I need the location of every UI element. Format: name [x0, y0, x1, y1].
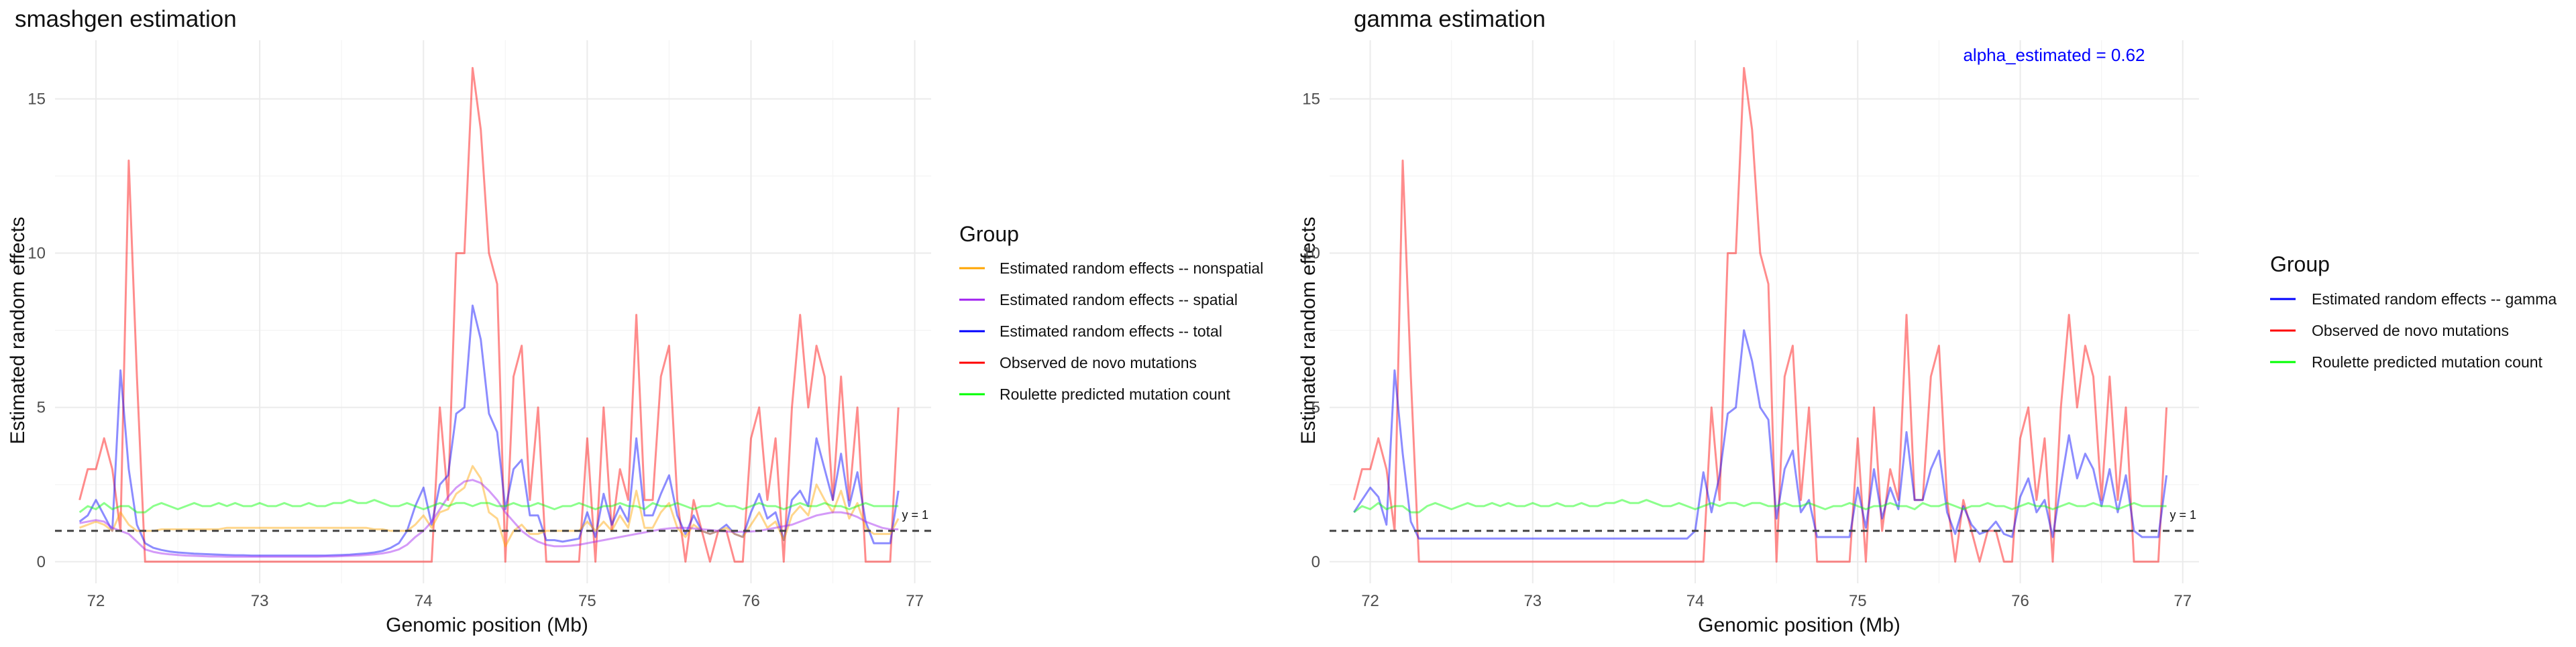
x-tick-label: 75	[578, 592, 596, 610]
x-tick-label: 76	[2011, 592, 2029, 610]
y-axis-title: Estimated random effects	[1297, 217, 1320, 445]
y-tick-label: 15	[28, 90, 46, 108]
series-line-roulette-predicted-mutation-count	[1353, 499, 2167, 514]
series-group	[78, 66, 900, 563]
legend-label-observed: Observed de novo mutations	[1000, 354, 1197, 371]
series-line-estimated-random-effects-gamma	[1353, 329, 2168, 540]
reference-line-label: y = 1	[2169, 508, 2196, 522]
chart-title: smashgen estimation	[15, 6, 237, 32]
y-tick-label: 0	[37, 553, 46, 571]
legend-label-gamma: Estimated random effects -- gamma	[2312, 290, 2557, 308]
x-tick-label: 75	[1849, 592, 1867, 610]
x-tick-label: 72	[87, 592, 105, 610]
legend-label-total: Estimated random effects -- total	[1000, 322, 1222, 340]
y-tick-label: 10	[28, 245, 46, 263]
grid	[1330, 40, 2199, 583]
y-tick-label: 15	[1302, 90, 1320, 108]
series-line-estimated-random-effects-total	[78, 304, 900, 557]
legend-label-nonspatial: Estimated random effects -- nonspatial	[1000, 259, 1263, 277]
x-tick-label: 74	[415, 592, 433, 610]
y-tick-label: 5	[1311, 399, 1320, 417]
series-group	[1352, 66, 2168, 563]
series-line-roulette-predicted-mutation-count	[78, 499, 899, 514]
legend-label-roulette: Roulette predicted mutation count	[1000, 386, 1231, 403]
x-tick-label: 77	[906, 592, 924, 610]
legend: Group Estimated random effects -- gamma …	[2270, 252, 2557, 371]
chart-title: gamma estimation	[1354, 6, 1546, 32]
y-tick-label: 10	[1302, 245, 1320, 263]
gamma-chart: gamma estimation alpha_estimated = 0.62 …	[1297, 6, 2557, 636]
legend: Group Estimated random effects -- nonspa…	[959, 222, 1263, 403]
legend-label-observed: Observed de novo mutations	[2312, 322, 2509, 339]
series-line-estimated-random-effects-spatial	[79, 479, 899, 558]
x-tick-label: 74	[1686, 592, 1705, 610]
reference-line-label: y = 1	[902, 508, 928, 522]
x-axis-title: Genomic position (Mb)	[386, 614, 588, 636]
legend-title: Group	[2270, 252, 2330, 276]
smashgen-chart: smashgen estimation Genomic position (Mb…	[7, 6, 1263, 636]
legend-title: Group	[959, 222, 1019, 246]
series-line-estimated-random-effects-nonspatial	[79, 465, 900, 548]
legend-label-roulette: Roulette predicted mutation count	[2312, 353, 2543, 371]
x-tick-label: 76	[742, 592, 760, 610]
legend-label-spatial: Estimated random effects -- spatial	[1000, 291, 1238, 308]
x-tick-label: 72	[1361, 592, 1379, 610]
y-tick-label: 5	[37, 399, 46, 417]
alpha-annotation: alpha_estimated = 0.62	[1963, 45, 2145, 65]
series-line-observed-de-novo-mutations	[78, 66, 900, 563]
gamma-panel: gamma estimation alpha_estimated = 0.62 …	[1288, 0, 2576, 644]
grid	[55, 40, 931, 583]
y-axis-title: Estimated random effects	[7, 217, 29, 445]
x-tick-label: 73	[251, 592, 269, 610]
x-tick-label: 77	[2174, 592, 2192, 610]
x-axis-title: Genomic position (Mb)	[1698, 614, 1900, 636]
x-tick-label: 73	[1523, 592, 1542, 610]
y-tick-label: 0	[1311, 553, 1320, 571]
series-line-observed-de-novo-mutations	[1352, 66, 2168, 563]
smashgen-panel: smashgen estimation Genomic position (Mb…	[0, 0, 1288, 644]
